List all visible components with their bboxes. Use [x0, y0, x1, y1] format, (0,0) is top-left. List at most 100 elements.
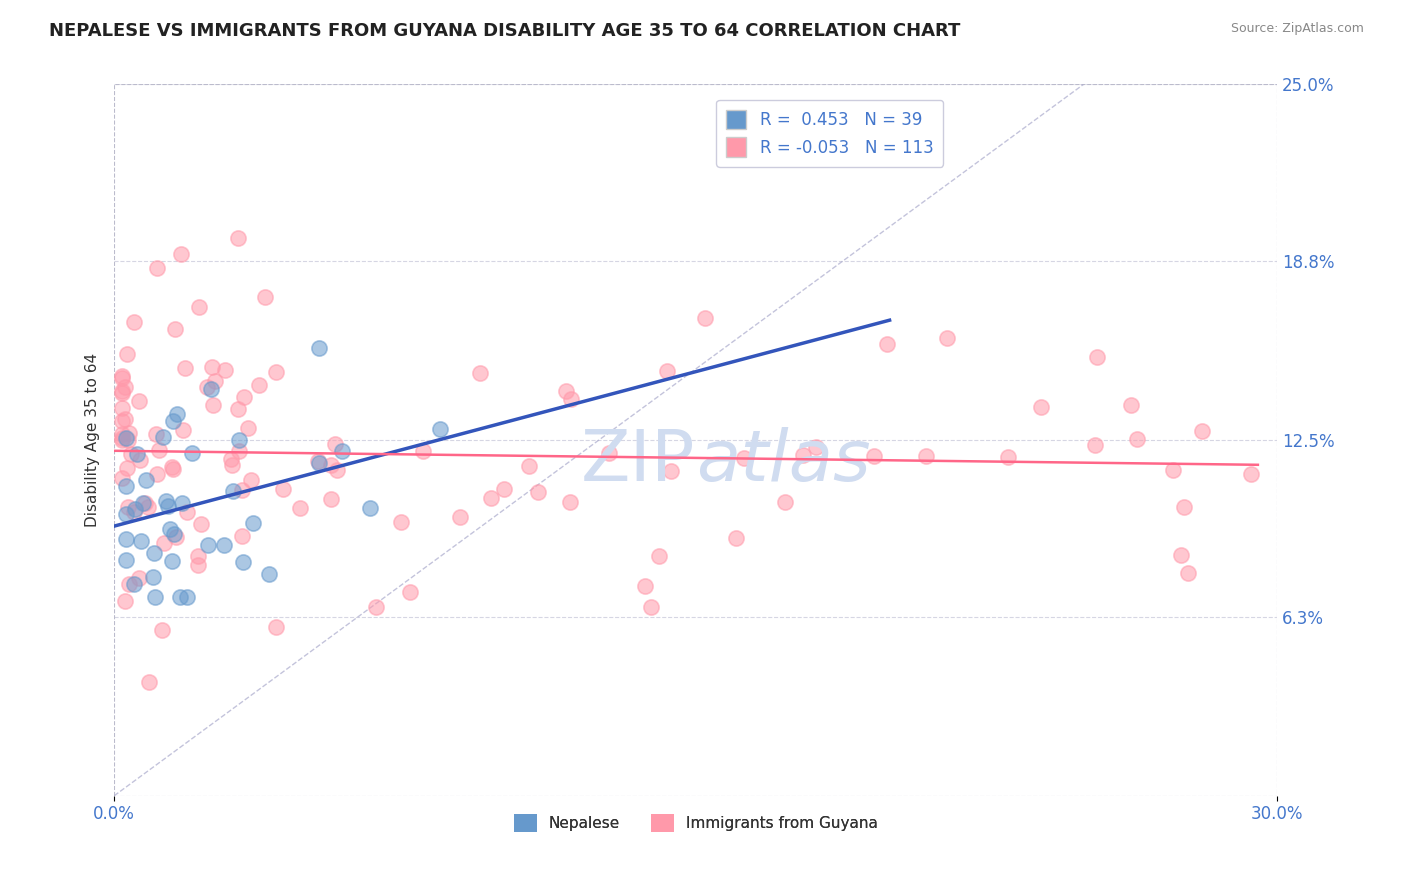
Point — [321, 458, 343, 472]
Point — [155, 494, 177, 508]
Point — [142, 570, 165, 584]
Point — [162, 527, 184, 541]
Point — [148, 443, 170, 458]
Point — [326, 463, 349, 477]
Point — [174, 361, 197, 376]
Point — [117, 576, 139, 591]
Point — [634, 579, 657, 593]
Point — [176, 590, 198, 604]
Point — [412, 443, 434, 458]
Point — [195, 380, 218, 394]
Point — [124, 501, 146, 516]
Point — [555, 384, 578, 398]
Point — [232, 555, 254, 569]
Point — [125, 447, 148, 461]
Point — [219, 452, 242, 467]
Point — [259, 566, 281, 581]
Point — [138, 675, 160, 690]
Point — [231, 483, 253, 497]
Point — [138, 500, 160, 514]
Point — [449, 509, 471, 524]
Point — [169, 590, 191, 604]
Point — [221, 458, 243, 472]
Point — [129, 533, 152, 548]
Point — [120, 447, 142, 461]
Point — [146, 467, 169, 482]
Point — [1119, 398, 1142, 412]
Point — [1173, 500, 1195, 514]
Point — [111, 431, 134, 445]
Point — [152, 430, 174, 444]
Point — [398, 585, 420, 599]
Point — [160, 554, 183, 568]
Point — [201, 398, 224, 412]
Point — [156, 499, 179, 513]
Point — [128, 394, 150, 409]
Point — [470, 366, 492, 380]
Point — [1029, 400, 1052, 414]
Point — [359, 500, 381, 515]
Point — [792, 448, 814, 462]
Point — [176, 505, 198, 519]
Point — [122, 315, 145, 329]
Point — [169, 247, 191, 261]
Point — [266, 620, 288, 634]
Point — [239, 474, 262, 488]
Point — [308, 456, 330, 470]
Point — [657, 364, 679, 378]
Point — [111, 369, 134, 384]
Legend: Nepalese, Immigrants from Guyana: Nepalese, Immigrants from Guyana — [508, 808, 884, 838]
Point — [242, 516, 264, 530]
Point — [253, 290, 276, 304]
Point — [1084, 438, 1107, 452]
Point — [389, 515, 412, 529]
Point — [661, 465, 683, 479]
Point — [134, 496, 156, 510]
Point — [364, 599, 387, 614]
Point — [152, 623, 174, 637]
Point — [159, 522, 181, 536]
Point — [212, 538, 235, 552]
Point — [115, 460, 138, 475]
Point — [163, 321, 186, 335]
Point — [560, 392, 582, 406]
Point — [560, 494, 582, 508]
Point — [114, 431, 136, 445]
Point — [114, 507, 136, 521]
Text: Source: ZipAtlas.com: Source: ZipAtlas.com — [1230, 22, 1364, 36]
Point — [1240, 467, 1263, 481]
Point — [115, 552, 138, 566]
Point — [111, 426, 134, 441]
Point — [111, 371, 134, 385]
Point — [197, 538, 219, 552]
Point — [1161, 463, 1184, 477]
Point — [162, 414, 184, 428]
Point — [111, 414, 134, 428]
Point — [1085, 350, 1108, 364]
Point — [132, 496, 155, 510]
Point — [290, 500, 312, 515]
Point — [117, 500, 139, 514]
Point — [111, 384, 134, 399]
Point — [479, 491, 502, 505]
Point — [111, 385, 134, 400]
Point — [264, 365, 287, 379]
Point — [187, 549, 209, 564]
Point — [862, 449, 884, 463]
Point — [117, 433, 139, 447]
Point — [1177, 566, 1199, 581]
Point — [114, 478, 136, 492]
Point — [233, 390, 256, 404]
Point — [226, 401, 249, 416]
Point — [640, 600, 662, 615]
Point — [114, 380, 136, 394]
Text: atlas: atlas — [696, 427, 870, 496]
Point — [806, 440, 828, 454]
Point — [598, 446, 620, 460]
Point — [143, 590, 166, 604]
Point — [247, 378, 270, 392]
Point — [1126, 432, 1149, 446]
Point — [145, 427, 167, 442]
Point — [204, 374, 226, 388]
Point — [308, 341, 330, 355]
